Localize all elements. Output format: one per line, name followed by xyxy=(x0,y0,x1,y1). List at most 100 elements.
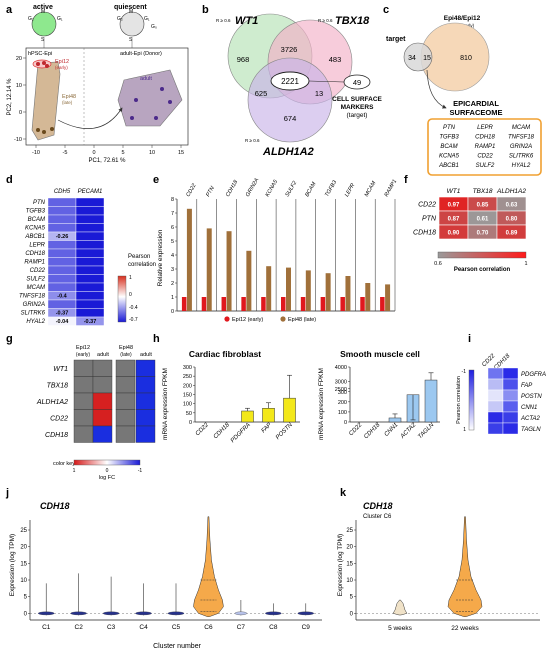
e-bar-late xyxy=(226,231,232,311)
e-category-label: SULF2 xyxy=(285,180,299,198)
j-cluster-label: C3 xyxy=(107,624,116,631)
g-header-epi48: Epi48 xyxy=(119,345,133,351)
j-violin-body xyxy=(167,611,185,616)
d-heatmap-cell xyxy=(75,308,105,318)
g-heatmap-cell xyxy=(135,425,156,443)
k-y-tick-label: 10 xyxy=(346,578,353,584)
j-cluster-label: C8 xyxy=(269,624,278,631)
i-heatmap-cell xyxy=(487,411,504,424)
d-row-label: TNFSF18 xyxy=(19,294,46,300)
h-category-label: CDH18 xyxy=(213,422,232,441)
pca-x-tick-label: 5 xyxy=(121,150,124,156)
venn-aldh1a2-circle xyxy=(247,57,333,143)
panel-letter-k: k xyxy=(340,487,347,499)
g-heatmap-cell xyxy=(92,359,113,377)
d-heatmap-cell xyxy=(47,248,77,258)
panel-letter-h: h xyxy=(153,333,160,345)
g-heatmap-cell xyxy=(73,409,94,427)
epi12-point xyxy=(36,62,40,66)
d-legend-ticks: 1 0 -0.4 -0.7 xyxy=(129,275,138,323)
i-row-label: CNN1 xyxy=(521,405,537,411)
d-heatmap-cell xyxy=(75,291,105,301)
g-heatmap-cell xyxy=(135,409,156,427)
target-label: target xyxy=(386,36,406,43)
g-heatmap-cell xyxy=(73,376,94,394)
e-category-label: LEPR xyxy=(344,183,356,198)
d-heatmap-cell xyxy=(75,265,105,275)
venn-r-label-3: R ≥ 0.6 xyxy=(245,138,260,143)
d-cell-value: -0.37 xyxy=(84,319,97,325)
venn-count-625: 625 xyxy=(255,89,268,98)
e-category-label: CDH18 xyxy=(225,179,240,198)
d-heatmap-cell xyxy=(47,206,77,216)
f-column-header: ALDH1A2 xyxy=(496,188,526,195)
h-category-label: PDGFRA xyxy=(230,422,252,444)
venn-count-15: 15 xyxy=(423,55,431,62)
g-heatmap-cell xyxy=(135,359,156,377)
d-heatmap-cell xyxy=(75,282,105,292)
e-bar-late xyxy=(186,208,192,311)
f-cell-value: 0.85 xyxy=(477,203,489,209)
g-heatmap-cell xyxy=(92,425,113,443)
j-violin-body xyxy=(102,611,120,616)
j-y-tick-label: 10 xyxy=(20,578,27,584)
f-legend-min: 0.6 xyxy=(434,261,442,267)
i-row-label: POSTN xyxy=(521,394,542,400)
pca-x-tick-label: 15 xyxy=(178,150,184,156)
g-heatmap-cell xyxy=(73,392,94,410)
j-cluster-label: C9 xyxy=(302,624,311,631)
surfaceome-gene: ABCB1 xyxy=(438,163,459,169)
smooth-muscle-title: Smooth muscle cell xyxy=(340,349,420,359)
g-color-key-label: color key xyxy=(53,461,75,467)
e-bar-late xyxy=(286,267,291,311)
d-heatmap-cell xyxy=(75,316,105,326)
e-bar-early xyxy=(360,297,365,311)
g-heatmap-cell xyxy=(92,392,113,410)
quiescent-label: quiescent xyxy=(114,4,147,11)
e-bar-late xyxy=(365,283,371,311)
surfaceome-title-1: EPICARDIAL xyxy=(453,99,499,108)
d-heatmap-cell xyxy=(75,248,105,258)
d-heatmap-cell xyxy=(47,214,77,224)
epi48-point xyxy=(50,127,54,131)
venn-count-34: 34 xyxy=(408,55,416,62)
epi12-sub-label: (early) xyxy=(55,65,68,70)
active-cycle-icon xyxy=(31,11,57,37)
panel-letter-d: d xyxy=(6,174,13,186)
cardiac-fibroblast-title: Cardiac fibroblast xyxy=(189,349,261,359)
panel-i: CD22 CDH18 PDGFRAFAPPOSTNCNN1ACTA2TAGLN … xyxy=(456,353,546,435)
i-row-labels: PDGFRA FAP POSTN CNN1 ACTA2 TAGLN xyxy=(520,372,546,433)
panel-letter-f: f xyxy=(404,174,408,186)
pca-x-label: PC1, 72.61 % xyxy=(88,158,126,164)
h-category-label: CDH18 xyxy=(363,422,382,441)
d-cell-value: -0.37 xyxy=(56,311,69,317)
d-row-label: SULF2 xyxy=(26,277,45,283)
venn-link-line xyxy=(308,80,345,83)
k-y-tick-label: 0 xyxy=(350,611,354,617)
surfaceome-gene: TGFB3 xyxy=(439,135,459,141)
d-column-header: PECAM1 xyxy=(78,189,103,195)
e-category-label: TGFB3 xyxy=(324,179,339,198)
pca-x-tick-label: -10 xyxy=(32,150,40,156)
panel-letter-b: b xyxy=(202,4,209,16)
pca-y-tick-label: 0 xyxy=(19,110,22,116)
epi48-sub-label: (late) xyxy=(62,100,73,105)
d-legend-title-2: correlation xyxy=(128,262,156,268)
i-heatmap-cell xyxy=(502,378,519,391)
f-legend-max: 1 xyxy=(524,261,527,267)
adult-point xyxy=(168,100,172,104)
d-row-label: RAMP1 xyxy=(24,260,45,266)
h-y-label-1: mRNA expression FPKM xyxy=(162,368,169,440)
k-y-tick-label: 5 xyxy=(350,595,354,601)
d-row-label: ABCB1 xyxy=(24,234,45,240)
d-heatmap-cell xyxy=(75,240,105,250)
surfaceome-gene-box xyxy=(427,118,542,176)
d-row-labels: PTN TGFB3 BCAM KCNA5 ABCB1 LEPR CDH18 RAMP1 CD22… xyxy=(19,200,46,325)
i-heatmap-cell xyxy=(502,367,519,380)
d-row-label: PTN xyxy=(33,200,46,206)
f-column-header: WT1 xyxy=(447,188,461,195)
d-legend-tick: -0.7 xyxy=(129,317,138,323)
panel-letter-c: c xyxy=(383,4,389,16)
i-heatmap-cell xyxy=(487,422,504,435)
